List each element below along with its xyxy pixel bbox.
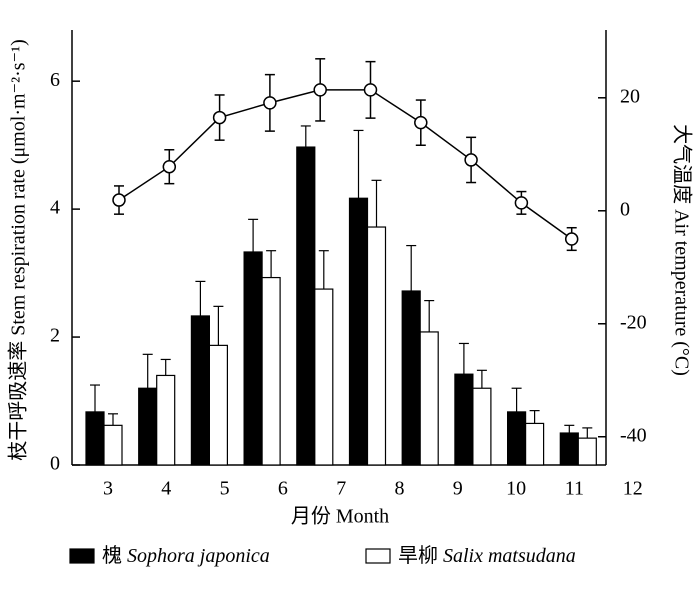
y-tick-label: 0 [50,453,60,475]
bar [190,315,210,466]
legend-label: 槐 Sophora japonica [102,544,270,567]
temperature-point [514,196,529,210]
temperature-point [414,115,428,130]
bar [296,146,316,466]
bar [314,288,334,466]
y2-tick-label: 20 [620,85,640,107]
bar [243,251,263,466]
bar [507,411,527,466]
temperature-point [564,232,579,246]
bar [138,387,158,466]
x-tick-label: 11 [565,478,584,500]
y-axis-label: 枝干呼吸速率 Stem respiration rate (μmol·m⁻²·s… [7,39,30,461]
bar [577,437,597,466]
temperature-line [118,89,573,240]
legend-swatch [69,548,95,564]
bar [472,387,492,466]
y-tick-label: 6 [50,69,60,91]
temperature-point [363,83,378,97]
x-tick-label: 6 [278,478,288,500]
y2-tick-label: 0 [620,198,630,220]
bar [366,226,387,466]
x-tick-label: 7 [336,478,346,500]
bar [103,424,123,466]
y-tick-label: 2 [50,325,60,347]
bar [524,422,545,466]
x-axis-label: 月份 Month [291,505,389,528]
bar [419,331,439,466]
temperature-point [112,193,126,207]
y-tick-label: 4 [50,197,60,219]
y2-tick-label: -40 [620,424,647,446]
temperature-point [313,83,327,97]
bar [454,373,474,466]
temperature-point [464,153,478,167]
bar [559,432,579,466]
x-tick-label: 3 [103,478,113,500]
bar [208,344,228,466]
legend-swatch [365,548,391,564]
bar [261,276,281,466]
temperature-point [263,96,277,110]
x-tick-label: 9 [453,478,463,500]
x-tick-label: 12 [623,478,643,500]
x-tick-label: 8 [395,478,405,500]
bar [348,197,369,466]
x-tick-label: 5 [220,478,230,500]
legend-label: 旱柳 Salix matsudana [398,544,576,567]
temperature-point [162,159,177,174]
bar [156,374,176,466]
y2-tick-label: -20 [620,311,647,333]
bar [85,411,105,466]
x-tick-label: 10 [506,478,526,500]
x-tick-label: 4 [161,478,171,500]
y2-axis-label: 大气温度 Air temperature (°C) [670,124,693,376]
temperature-point [212,110,227,125]
bar [401,290,421,466]
